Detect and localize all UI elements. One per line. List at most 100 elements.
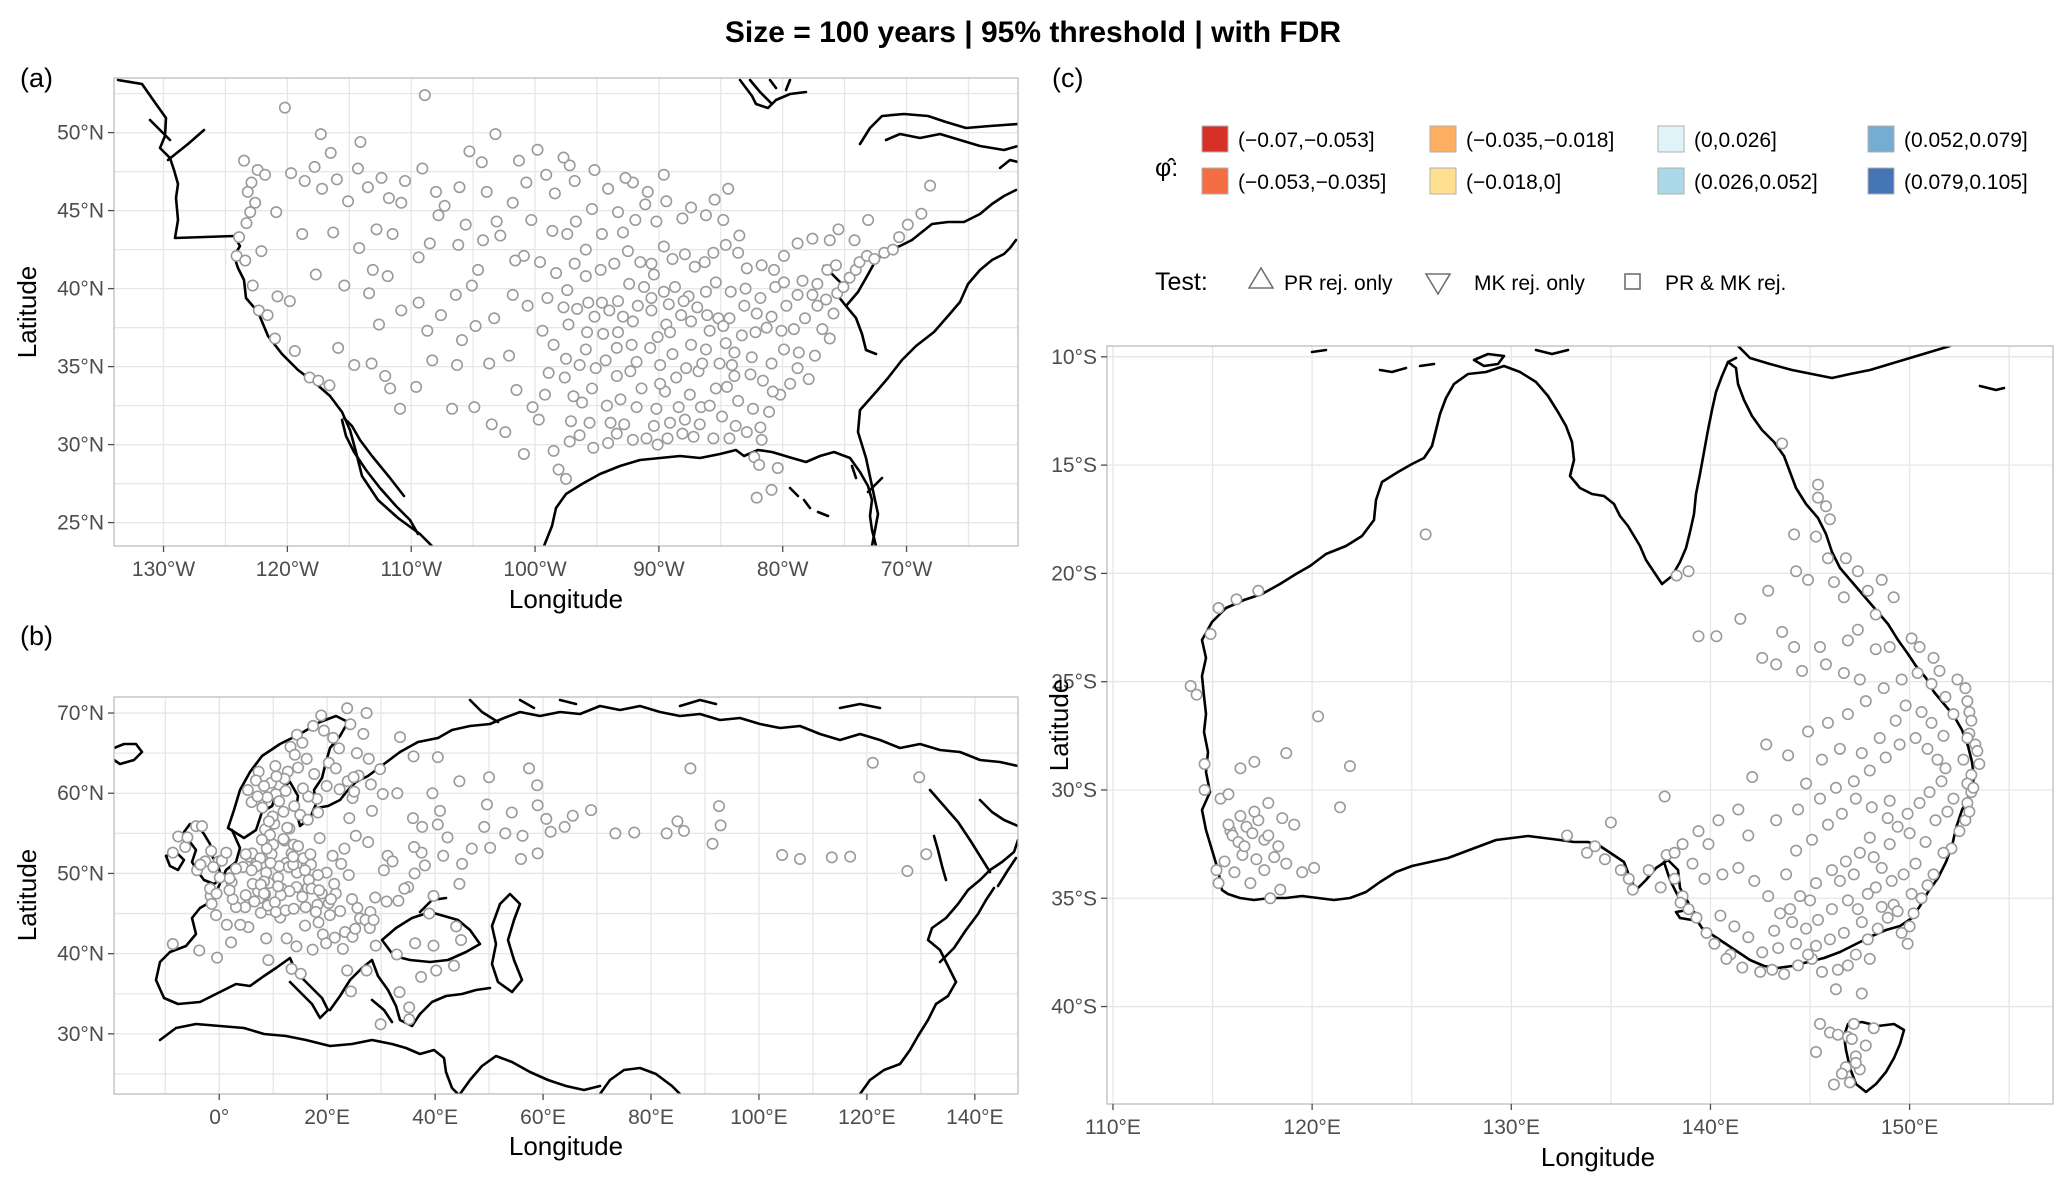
station-marker	[485, 418, 498, 431]
legend-color-swatch	[1201, 167, 1229, 195]
station-marker	[382, 192, 395, 205]
station-marker	[1855, 747, 1868, 760]
station-marker	[1234, 762, 1247, 775]
station-marker	[431, 818, 444, 831]
coastline-tasmania	[1842, 1020, 1906, 1094]
station-marker	[1831, 1028, 1844, 1041]
station-marker	[1925, 677, 1938, 690]
coastline-torres-islands	[1726, 356, 1738, 364]
station-marker	[1190, 688, 1203, 701]
station-marker	[375, 171, 388, 184]
station-marker	[269, 759, 282, 772]
y-tick-label: 50°N	[57, 122, 104, 145]
station-marker	[1875, 573, 1888, 586]
station-marker	[616, 226, 629, 239]
station-marker	[664, 416, 677, 429]
legend-class-label: (0.052,0.079]	[1904, 129, 2028, 152]
station-marker	[1780, 868, 1793, 881]
station-marker	[719, 337, 732, 350]
station-marker	[365, 804, 378, 817]
station-marker	[1819, 658, 1832, 671]
station-marker	[698, 256, 711, 269]
legend-test-mk-label: MK rej. only	[1474, 272, 1585, 295]
station-marker	[1871, 922, 1884, 935]
station-marker	[573, 359, 586, 372]
station-marker	[1815, 965, 1828, 978]
station-marker	[446, 402, 459, 415]
station-marker	[223, 872, 236, 885]
station-marker	[677, 295, 690, 308]
legend-class-item: (0,0.026]	[1657, 125, 1777, 153]
station-marker	[684, 762, 697, 775]
station-marker	[348, 785, 361, 798]
station-marker	[1708, 937, 1721, 950]
panel-a: (a) 130°W 120°W 110°W 100°W 90°W 80°W 70°W 25°N…	[12, 63, 1019, 614]
station-marker	[484, 841, 497, 854]
station-marker	[1883, 838, 1896, 851]
station-marker	[1692, 630, 1705, 643]
station-marker	[373, 318, 386, 331]
station-marker	[567, 390, 580, 403]
square-icon	[1624, 273, 1641, 290]
station-marker	[1863, 831, 1876, 844]
station-marker	[552, 463, 565, 476]
station-marker	[1732, 861, 1745, 874]
station-marker	[724, 285, 737, 298]
station-marker	[595, 296, 608, 309]
station-marker	[1933, 664, 1946, 677]
station-marker	[412, 296, 425, 309]
station-marker	[465, 842, 478, 855]
station-marker	[1802, 725, 1815, 738]
station-marker	[514, 853, 527, 866]
station-marker	[394, 731, 407, 744]
station-marker	[755, 259, 768, 272]
legend-test-pr-label: PR rej. only	[1284, 272, 1393, 295]
station-marker	[1810, 530, 1823, 543]
station-marker	[660, 195, 673, 208]
station-marker	[709, 276, 722, 289]
station-marker	[640, 432, 653, 445]
station-marker	[1881, 812, 1894, 825]
station-marker	[299, 919, 312, 932]
station-marker	[1823, 513, 1836, 526]
station-marker	[1682, 903, 1695, 916]
station-marker	[547, 338, 560, 351]
station-marker	[645, 257, 658, 270]
station-marker	[1903, 827, 1916, 840]
station-marker	[427, 889, 440, 902]
station-marker	[920, 848, 933, 861]
station-marker	[1668, 872, 1681, 885]
station-marker	[1893, 738, 1906, 751]
station-marker	[451, 359, 464, 372]
station-marker	[449, 288, 462, 301]
station-marker	[775, 324, 788, 337]
legend-class-item: (−0.07,−0.053]	[1201, 125, 1375, 153]
station-marker	[595, 228, 608, 241]
station-marker	[421, 324, 434, 337]
station-marker	[1935, 775, 1948, 788]
station-marker	[360, 707, 373, 720]
x-tick-label: 80°E	[628, 1106, 674, 1129]
station-marker	[533, 256, 546, 269]
station-marker	[604, 416, 617, 429]
station-marker	[1841, 634, 1854, 647]
legend: φ̂: (−0.07,−0.053] (−0.053,−0.035] (−0.035…	[1155, 125, 2028, 296]
station-marker	[802, 373, 815, 386]
station-marker	[1728, 920, 1741, 933]
station-marker	[763, 405, 776, 418]
station-marker	[1825, 903, 1838, 916]
station-marker	[255, 245, 268, 258]
station-marker	[245, 864, 258, 877]
station-marker	[312, 916, 325, 929]
station-marker	[398, 882, 411, 895]
station-marker	[1658, 790, 1671, 803]
station-marker	[434, 309, 447, 322]
station-marker	[811, 299, 824, 312]
station-marker	[728, 369, 741, 382]
station-marker	[262, 954, 275, 967]
panel-b-ticks: 0° 20°E 40°E 60°E 80°E 100°E 120°E 140°E 30°N 40°…	[57, 702, 1003, 1129]
station-marker	[1907, 907, 1920, 920]
station-marker	[568, 174, 581, 187]
station-marker	[862, 213, 875, 226]
